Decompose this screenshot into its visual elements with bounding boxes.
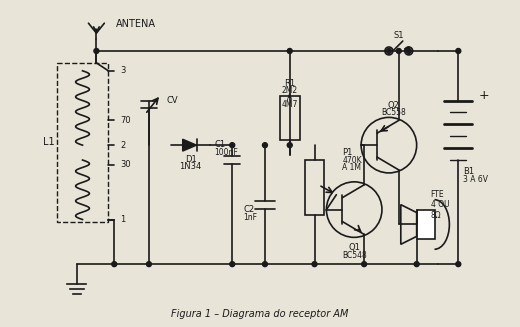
Text: R1: R1 — [284, 79, 295, 88]
Bar — [417, 210, 435, 239]
Text: 30: 30 — [120, 161, 131, 169]
Circle shape — [414, 262, 419, 267]
Text: 3 A 6V: 3 A 6V — [463, 175, 488, 184]
Bar — [280, 95, 300, 140]
Circle shape — [456, 262, 461, 267]
Text: C1: C1 — [214, 140, 226, 149]
Text: 4M7: 4M7 — [281, 100, 298, 109]
Text: 1nF: 1nF — [243, 213, 257, 222]
Text: 100nF: 100nF — [214, 147, 238, 157]
Circle shape — [230, 143, 235, 147]
Text: 470K: 470K — [342, 156, 362, 164]
Circle shape — [312, 262, 317, 267]
Circle shape — [263, 143, 267, 147]
Circle shape — [396, 48, 401, 53]
Text: 70: 70 — [120, 116, 131, 125]
Circle shape — [112, 262, 116, 267]
Circle shape — [386, 48, 392, 53]
Text: A 1M: A 1M — [342, 164, 361, 172]
Text: L1: L1 — [43, 137, 55, 147]
Text: D1: D1 — [185, 155, 197, 164]
Text: CV: CV — [167, 96, 178, 105]
Circle shape — [94, 48, 99, 53]
Polygon shape — [183, 139, 197, 151]
Circle shape — [361, 262, 367, 267]
Circle shape — [147, 262, 151, 267]
Text: BC548: BC548 — [342, 251, 367, 260]
Text: ANTENA: ANTENA — [116, 19, 156, 29]
Circle shape — [287, 143, 292, 147]
Bar — [305, 160, 324, 215]
Text: S1: S1 — [394, 31, 404, 40]
Text: P1: P1 — [342, 147, 353, 157]
Text: A: A — [287, 93, 292, 102]
Circle shape — [456, 48, 461, 53]
Text: 2: 2 — [120, 141, 125, 150]
Text: B1: B1 — [463, 167, 474, 177]
Text: Q2: Q2 — [388, 101, 400, 110]
Text: Figura 1 – Diagrama do receptor AM: Figura 1 – Diagrama do receptor AM — [171, 309, 349, 319]
Text: 1: 1 — [120, 215, 125, 224]
Text: 3: 3 — [120, 66, 125, 75]
Text: Q1: Q1 — [348, 243, 360, 252]
Text: +: + — [478, 89, 489, 102]
Circle shape — [287, 48, 292, 53]
Text: 1N34: 1N34 — [179, 163, 202, 171]
Text: BC558: BC558 — [382, 108, 406, 117]
Circle shape — [406, 48, 411, 53]
Circle shape — [230, 262, 235, 267]
Text: C2: C2 — [243, 205, 254, 214]
Text: FTE
4 OU
8Ω: FTE 4 OU 8Ω — [431, 190, 449, 219]
Text: 2M2: 2M2 — [282, 86, 298, 95]
Bar — [57, 63, 108, 221]
Circle shape — [263, 262, 267, 267]
